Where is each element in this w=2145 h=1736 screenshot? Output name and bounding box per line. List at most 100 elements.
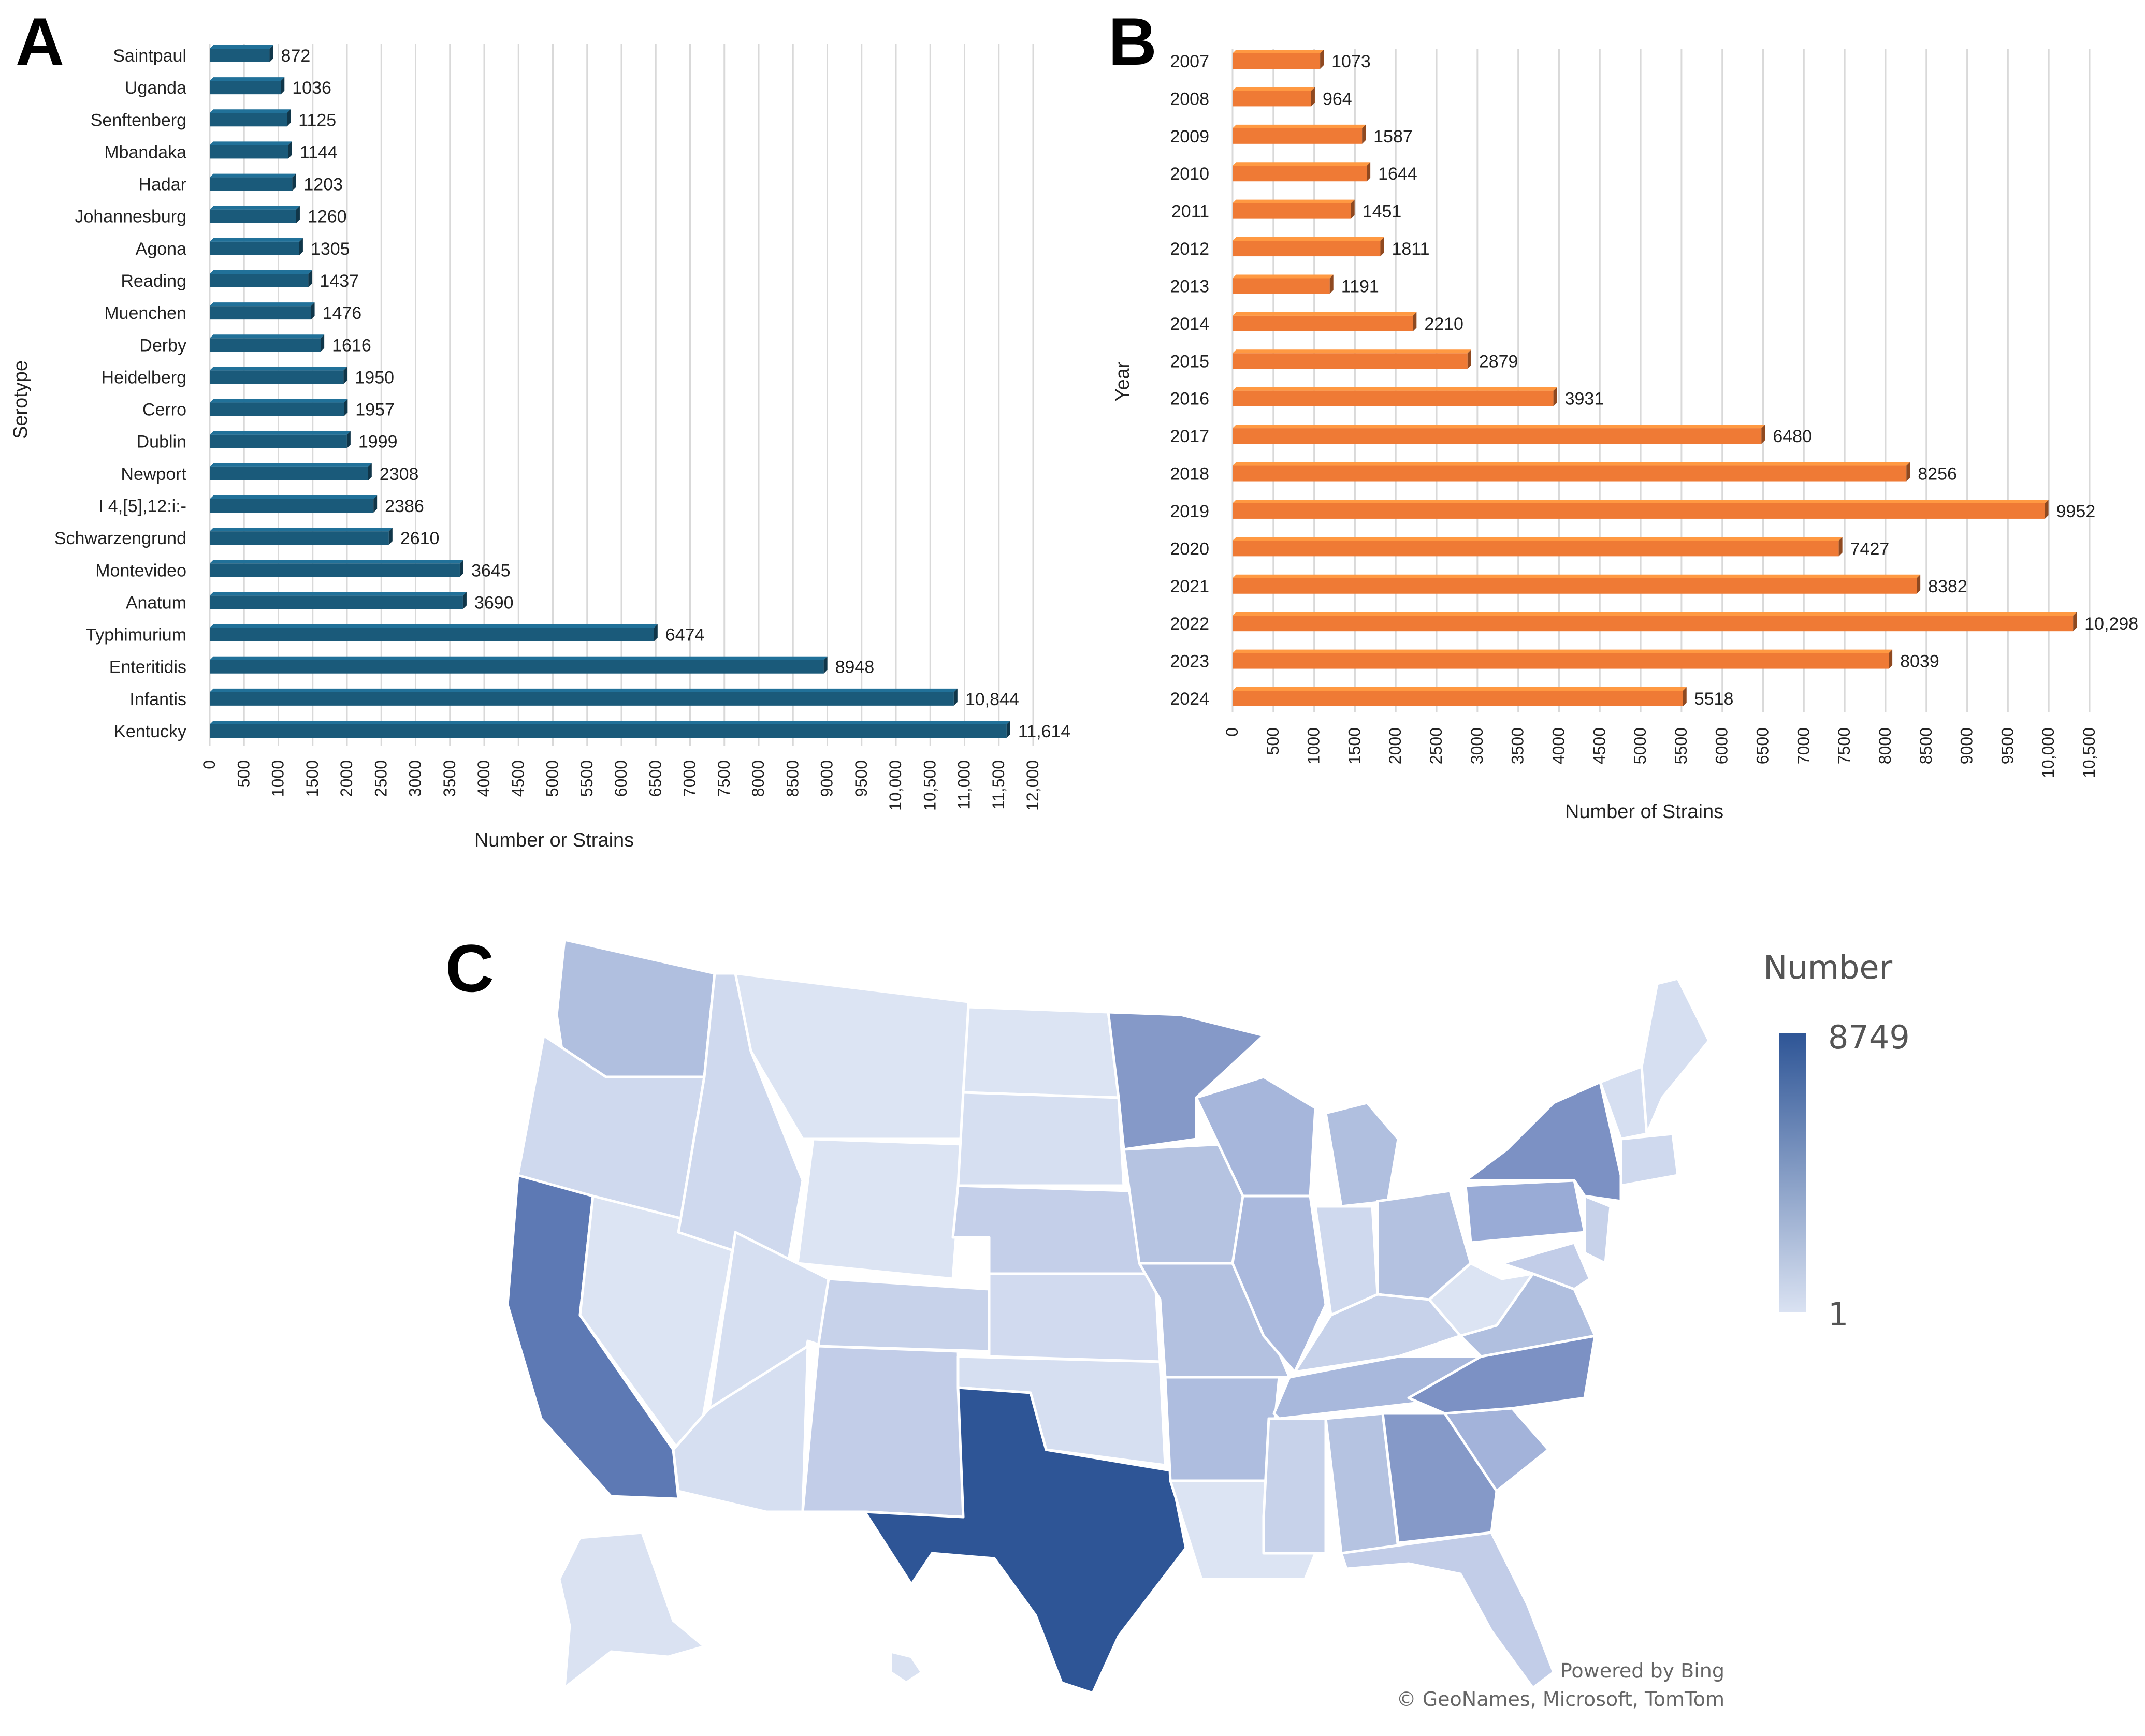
a-x-tick-label: 9000 [818,760,836,797]
b-x-tick-label: 10,000 [2039,727,2057,778]
a-bar [210,334,325,352]
b-value-label: 8382 [1928,577,1967,596]
a-category-label: Enteritidis [109,658,186,677]
a-value-label: 1144 [300,142,338,162]
a-value-label: 1260 [308,207,347,227]
a-bar [210,367,347,384]
a-bar [210,495,378,513]
a-value-label: 1999 [358,432,398,452]
b-bar [1233,349,1471,369]
b-category-label: 2007 [1170,52,1209,71]
b-category-label: 2014 [1170,314,1209,334]
b-value-label: 8039 [1900,652,1939,672]
state-alaska [558,1531,706,1689]
a-bar [210,688,958,706]
a-x-tick-label: 2500 [371,760,390,797]
a-value-label: 1125 [298,110,336,130]
a-x-tick-label: 11,500 [989,760,1008,810]
a-category-label: Muenchen [104,303,186,323]
b-value-label: 9952 [2056,502,2096,521]
state-georgia [1381,1412,1498,1544]
a-bar [210,302,315,320]
a-value-label: 3645 [471,561,511,580]
a-value-label: 1616 [332,335,371,355]
b-value-label: 1451 [1363,202,1402,222]
state-maryland-delaware [1500,1241,1591,1291]
b-x-tick-label: 4500 [1590,727,1608,764]
b-bar [1233,649,1893,669]
a-bar [210,528,393,545]
state-new-mexico [801,1345,965,1519]
b-value-label: 3931 [1565,389,1604,409]
a-category-label: Typhimurium [85,625,186,645]
state-minnesota [1107,1011,1265,1151]
b-x-tick-label: 3500 [1509,727,1527,764]
a-bar [210,592,467,609]
b-bar [1233,87,1315,107]
a-category-label: Cerro [142,400,186,420]
a-x-tick-label: 8000 [749,760,767,797]
state-florida [1340,1531,1555,1689]
b-bar [1233,162,1371,182]
b-category-label: 2016 [1170,389,1209,409]
state-maine [1640,977,1711,1135]
a-x-tick-label: 11,000 [955,760,974,810]
a-value-label: 1476 [323,303,362,323]
a-value-label: 1036 [292,78,331,98]
a-bar [210,656,828,674]
b-bar [1233,124,1366,144]
b-value-label: 5518 [1694,689,1734,709]
panel-a-bar-chart: A Saintpaul Uganda Senftenberg Mbandaka Hada… [10,4,1070,851]
b-value-label: 8256 [1918,464,1957,484]
panel-b-value-labels: 1073 964 1587 1644 1451 1811 1191 2210 2879 3931 6… [1323,52,2138,709]
a-category-label: Senftenberg [91,110,186,130]
state-montana [734,972,970,1141]
state-south-dakota [956,1091,1125,1187]
legend-max-value: 8749 [1828,1018,1910,1056]
a-category-label: Anatum [126,593,186,612]
a-x-tick-label: 7500 [715,760,733,797]
panel-a-y-axis-title: Serotype [10,360,32,439]
a-value-label: 1203 [303,175,343,195]
b-bar [1233,237,1384,257]
a-x-tick-label: 3500 [440,760,459,797]
a-x-tick-label: 4000 [474,760,493,797]
a-value-label: 2308 [380,464,419,484]
a-x-tick-label: 7000 [680,760,699,797]
a-bar [210,463,372,480]
a-value-label: 2610 [400,529,440,548]
state-wyoming [796,1137,965,1280]
a-category-label: Hadar [138,175,186,195]
state-michigan [1324,1101,1400,1208]
b-x-tick-label: 9000 [1958,727,1976,764]
map-credit-sources: © GeoNames, Microsoft, TomTom [1397,1688,1724,1711]
legend-title: Number [1763,949,1893,986]
panel-a-x-ticks: 0 500 1000 1500 2000 2500 3000 3500 4000 4500 5000… [200,760,1042,811]
a-value-label: 8948 [835,658,875,677]
a-bar [210,721,1010,738]
legend-color-scale [1779,1033,1806,1312]
b-bar [1233,537,1843,557]
a-value-label: 6474 [665,625,705,645]
state-hawaii [889,1650,923,1684]
b-value-label: 10,298 [2084,614,2138,634]
b-bar [1233,199,1355,219]
b-category-label: 2021 [1170,577,1209,596]
state-wisconsin [1195,1075,1317,1198]
b-category-label: 2017 [1170,427,1209,446]
a-value-label: 3690 [474,593,514,612]
b-value-label: 1073 [1331,52,1371,71]
state-arkansas [1164,1376,1281,1482]
b-bar [1233,462,1910,482]
legend-min-value: 1 [1828,1295,1848,1333]
a-x-tick-label: 12,000 [1023,760,1042,811]
b-value-label: 1644 [1378,164,1417,184]
a-value-label: 1950 [355,368,394,387]
a-bar [210,141,292,159]
b-bar [1233,425,1765,444]
b-x-tick-label: 5000 [1631,727,1649,764]
b-bar [1233,50,1324,69]
map-credit-powered-by: Powered by Bing [1560,1659,1724,1682]
b-category-label: 2020 [1170,539,1209,559]
b-category-label: 2013 [1170,276,1209,296]
